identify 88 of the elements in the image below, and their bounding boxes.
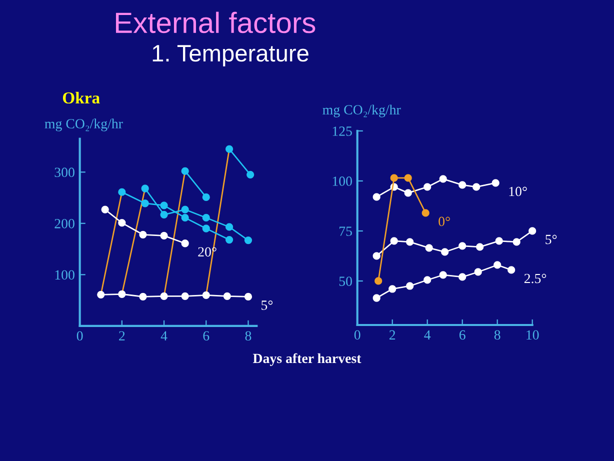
y-tick-label: 75 [340, 226, 352, 236]
point [244, 292, 252, 301]
point [472, 183, 480, 191]
point [160, 210, 168, 218]
point [458, 242, 466, 250]
point [441, 248, 449, 256]
y-axis-title: mg CO₂/kg/hr [322, 104, 401, 118]
series-label: 0° [438, 216, 450, 226]
point [118, 188, 126, 196]
point [406, 238, 414, 246]
point [202, 214, 210, 222]
text: Okra [62, 92, 100, 104]
point [458, 273, 466, 281]
x-tick-label: 2 [389, 330, 396, 340]
point [424, 276, 432, 284]
x-tick-label: 0 [76, 331, 83, 341]
y-tick-label: 125 [332, 126, 352, 136]
x-tick-label: 6 [459, 330, 466, 340]
point [101, 206, 109, 214]
series-label: 2.5° [524, 274, 546, 284]
point [492, 179, 500, 187]
point [372, 294, 380, 302]
point [181, 240, 189, 248]
point [424, 183, 432, 191]
y-tick-label: 300 [54, 168, 74, 178]
x-tick-label: 0 [354, 330, 360, 340]
series-label: 10° [509, 186, 527, 196]
point [225, 223, 234, 231]
point [495, 237, 503, 245]
point [118, 290, 126, 298]
point [372, 193, 380, 201]
point [181, 292, 189, 300]
point [202, 193, 210, 202]
point [139, 292, 147, 301]
point [458, 181, 466, 189]
point [225, 145, 234, 153]
point [439, 175, 447, 183]
point [512, 238, 520, 246]
y-tick-label: 50 [339, 276, 352, 286]
point [404, 189, 412, 197]
point [390, 237, 398, 245]
x-axis-title: Days after harvest [252, 353, 362, 366]
x-tick-label: 4 [424, 330, 431, 340]
series-label: 5° [262, 300, 273, 310]
point [425, 244, 433, 252]
point [404, 174, 412, 182]
point [202, 291, 210, 299]
y-tick-label: 200 [54, 218, 74, 228]
point [244, 236, 252, 244]
point [181, 206, 189, 214]
point [181, 167, 189, 175]
point [246, 170, 254, 178]
x-tick-label: 8 [245, 331, 252, 341]
point [223, 292, 231, 300]
point [160, 202, 168, 210]
point [160, 292, 168, 300]
point [181, 214, 189, 222]
point [388, 285, 396, 293]
point [422, 209, 430, 217]
point [97, 290, 105, 298]
point [160, 232, 168, 240]
point [528, 227, 536, 235]
point [474, 268, 482, 276]
point [494, 261, 502, 269]
point [508, 266, 516, 274]
x-tick-label: 2 [119, 331, 125, 340]
x-tick-label: 8 [494, 330, 500, 340]
point [202, 224, 210, 232]
point [439, 271, 447, 279]
point [225, 236, 234, 244]
point [141, 184, 149, 192]
point [406, 282, 414, 290]
chart-subtitle: 1. Temperature [152, 45, 308, 66]
point [141, 200, 149, 208]
y-axis-title: mg CO₂/kg/hr [44, 118, 123, 132]
x-tick-label: 4 [160, 331, 168, 340]
chart-title: External factors [116, 12, 316, 34]
point [476, 243, 484, 251]
point [139, 230, 147, 238]
series-label: 5° [546, 234, 557, 244]
point [374, 277, 382, 285]
y-tick-label: 100 [55, 270, 74, 280]
x-tick-label: 6 [203, 331, 210, 341]
point [118, 219, 126, 227]
x-tick-label: 10 [526, 330, 539, 340]
point [372, 252, 380, 260]
point [390, 174, 398, 182]
y-tick-label: 100 [332, 176, 352, 186]
